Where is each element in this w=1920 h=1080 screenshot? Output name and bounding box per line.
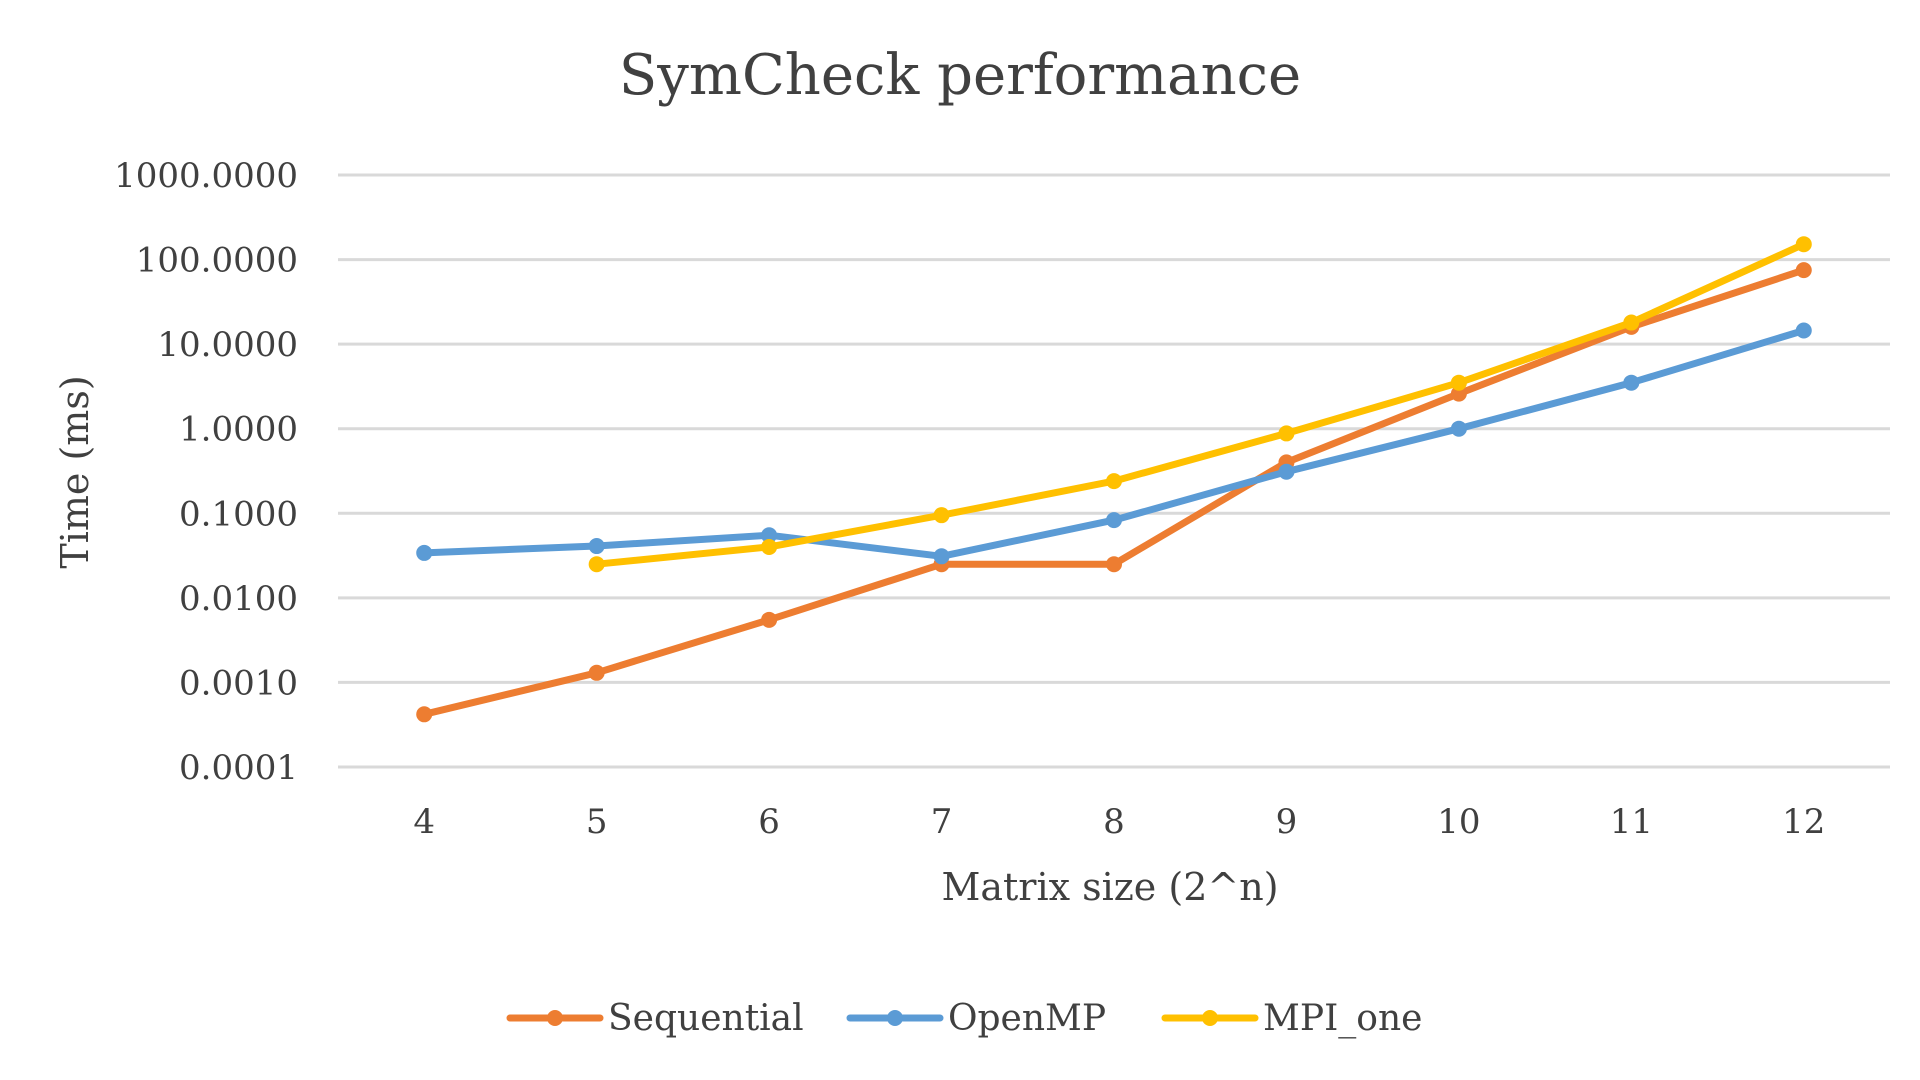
- series-openmp: [416, 322, 1812, 565]
- y-axis-ticks: 0.0001 0.0010 0.0100 0.1000 1.0000 10.0000 100…: [114, 156, 298, 788]
- data-point: [1278, 463, 1295, 480]
- x-axis-label: Matrix size (2^n): [941, 865, 1278, 909]
- x-tick-label: 10: [1437, 802, 1480, 842]
- x-tick-label: 8: [1103, 802, 1125, 842]
- data-point: [1623, 314, 1640, 331]
- data-point: [1795, 262, 1812, 279]
- x-axis-ticks: 4 5 6 7 8 9 10 11 12: [413, 802, 1825, 842]
- x-tick-label: 5: [586, 802, 608, 842]
- data-point: [588, 538, 605, 555]
- data-point: [416, 544, 433, 561]
- data-point: [933, 507, 950, 524]
- y-tick-label: 1.0000: [179, 410, 298, 450]
- data-point: [1795, 322, 1812, 339]
- data-point: [1450, 420, 1467, 437]
- data-point: [1450, 374, 1467, 391]
- chart-title: SymCheck performance: [619, 43, 1301, 108]
- data-point: [1106, 556, 1122, 573]
- data-point: [1106, 512, 1122, 529]
- legend-item: Sequential: [506, 998, 804, 1039]
- y-tick-label: 100.0000: [136, 241, 298, 281]
- legend-label: OpenMP: [948, 998, 1106, 1039]
- legend-item: OpenMP: [846, 998, 1106, 1039]
- y-tick-label: 1000.0000: [114, 156, 298, 196]
- series-sequential: [416, 262, 1812, 723]
- series-mpi-one: [588, 236, 1812, 573]
- data-point: [761, 527, 778, 544]
- y-tick-label: 0.0001: [179, 748, 298, 788]
- x-tick-label: 4: [413, 802, 435, 842]
- x-tick-label: 12: [1782, 802, 1825, 842]
- legend-label: MPI_one: [1263, 998, 1422, 1039]
- gridlines: [338, 173, 1890, 769]
- data-point: [588, 664, 605, 681]
- x-tick-label: 11: [1610, 802, 1653, 842]
- y-tick-label: 0.0100: [179, 579, 298, 619]
- data-point: [1106, 473, 1122, 490]
- y-tick-label: 0.1000: [179, 494, 298, 534]
- data-point: [1278, 425, 1295, 442]
- legend-item: MPI_one: [1161, 998, 1422, 1039]
- series-line: [593, 240, 1808, 568]
- data-point: [761, 538, 778, 555]
- y-tick-label: 0.0010: [179, 663, 298, 703]
- x-tick-label: 9: [1276, 802, 1298, 842]
- data-point: [761, 611, 778, 628]
- data-point: [1795, 236, 1812, 253]
- data-point: [933, 548, 950, 565]
- legend: Sequential OpenMP MPI_one: [506, 998, 1422, 1039]
- series-lines: [416, 236, 1812, 723]
- y-axis-label: Time (ms): [53, 375, 97, 568]
- legend-swatch-marker: [1202, 1010, 1218, 1026]
- legend-swatch-marker: [547, 1010, 563, 1026]
- y-tick-label: 10.0000: [157, 325, 298, 365]
- legend-swatch-marker: [887, 1010, 903, 1026]
- data-point: [588, 556, 605, 573]
- x-tick-label: 6: [758, 802, 780, 842]
- data-point: [1623, 374, 1640, 391]
- data-point: [416, 706, 433, 723]
- x-tick-label: 7: [931, 802, 953, 842]
- legend-label: Sequential: [608, 998, 804, 1039]
